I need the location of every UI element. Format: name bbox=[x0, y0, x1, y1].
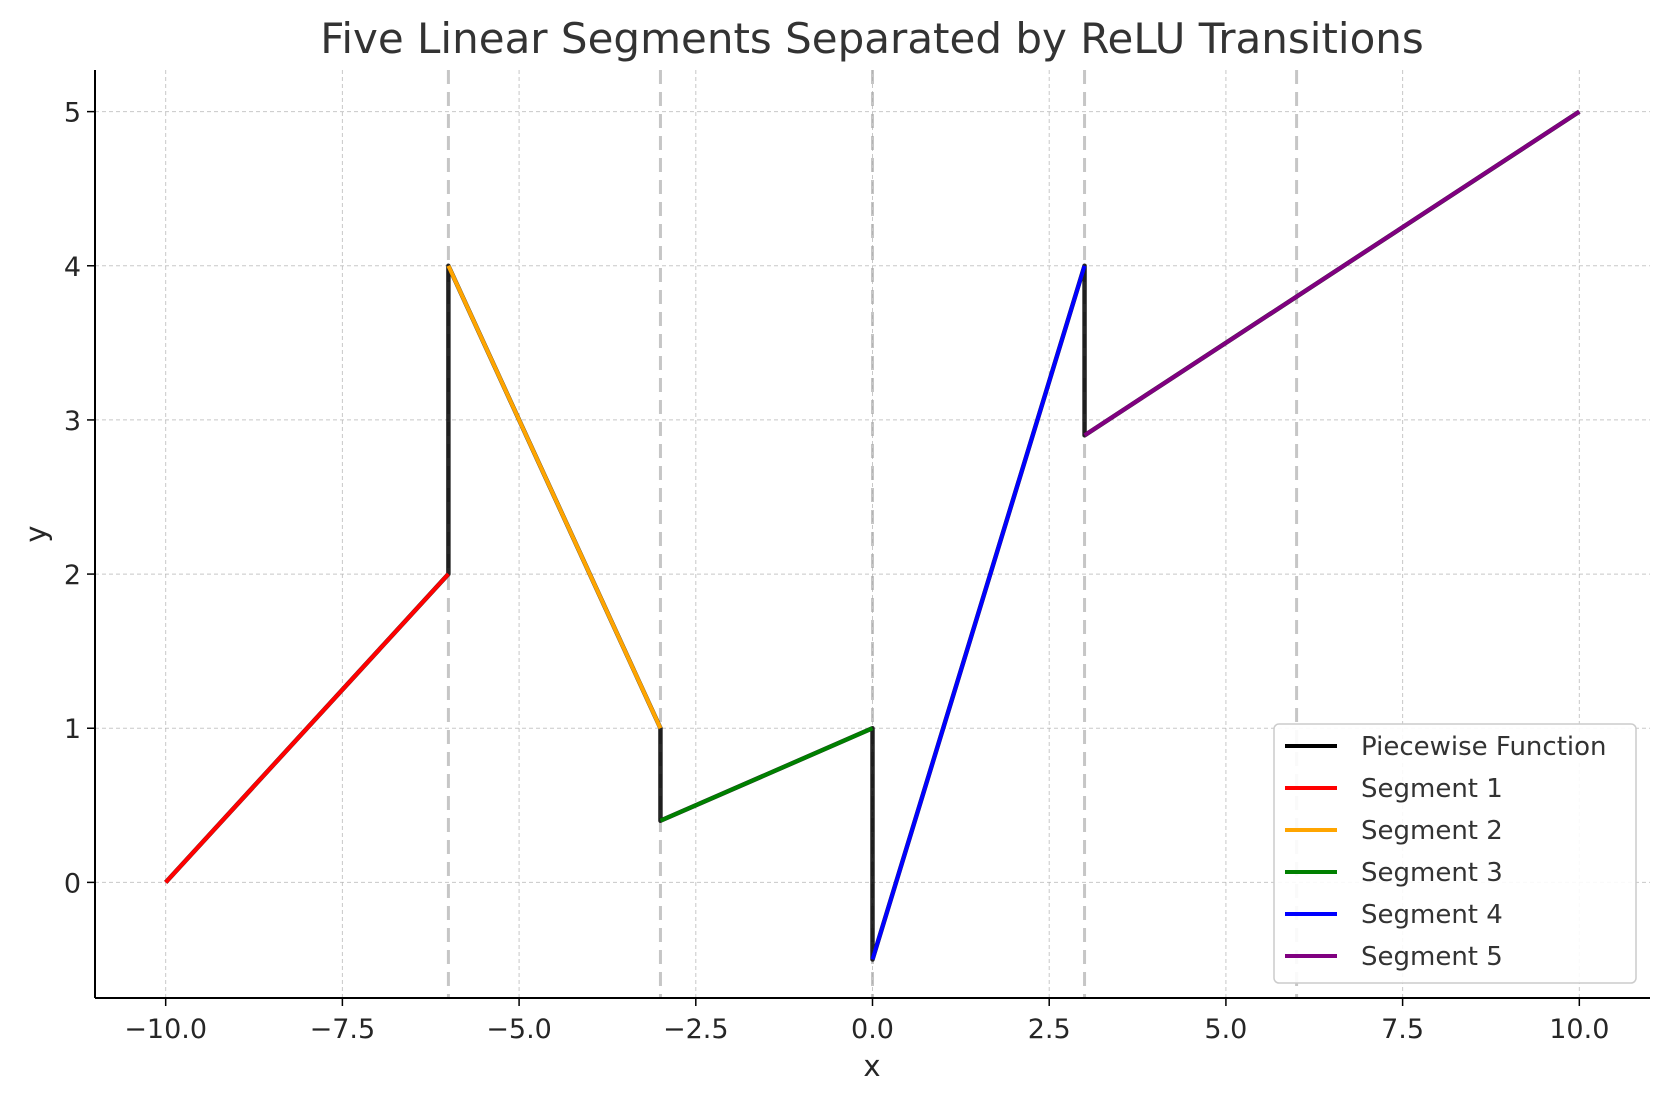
x-tick-label: −7.5 bbox=[310, 1014, 376, 1045]
x-tick-label: −2.5 bbox=[663, 1014, 729, 1045]
y-tick-label: 2 bbox=[64, 560, 81, 591]
x-tick-label: −10.0 bbox=[124, 1014, 207, 1045]
legend-label: Segment 5 bbox=[1361, 942, 1503, 972]
x-tick-label: 7.5 bbox=[1381, 1014, 1424, 1045]
legend-label: Segment 4 bbox=[1361, 900, 1503, 930]
legend-frame bbox=[1273, 723, 1637, 984]
series-line-segment-2 bbox=[446, 264, 663, 730]
legend-label: Segment 2 bbox=[1361, 816, 1503, 846]
y-tick-label: 4 bbox=[64, 252, 81, 283]
x-tick-label: 0.0 bbox=[851, 1014, 894, 1045]
x-tick-label: 10.0 bbox=[1549, 1014, 1609, 1045]
legend-label: Segment 3 bbox=[1361, 858, 1503, 888]
series-line-segment-1 bbox=[164, 572, 450, 884]
legend: Piecewise Function Segment 1 Segment 2 Segm… bbox=[1273, 723, 1637, 984]
x-tick-label: 2.5 bbox=[1028, 1014, 1071, 1045]
x-tick-label: 5.0 bbox=[1204, 1014, 1247, 1045]
legend-label: Piecewise Function bbox=[1361, 732, 1607, 762]
y-tick-label: 5 bbox=[64, 98, 81, 129]
y-tick-label: 3 bbox=[64, 406, 81, 437]
x-tick-label: −5.0 bbox=[486, 1014, 552, 1045]
y-tick-label: 1 bbox=[64, 714, 81, 745]
ticks: −10.0 −7.5 −5.0 −2.5 0.0 2.5 5.0 7.5 10.0 0 1 2 3 4 5 bbox=[64, 98, 1610, 1045]
series-line-segment-3 bbox=[659, 726, 874, 823]
y-tick-label: 0 bbox=[64, 868, 81, 899]
series-line-segment-4 bbox=[870, 265, 1087, 961]
x-axis-label: x bbox=[863, 1049, 880, 1083]
legend-label: Segment 1 bbox=[1361, 774, 1503, 804]
series-lines bbox=[164, 109, 1581, 962]
chart-title: Five Linear Segments Separated by ReLU T… bbox=[320, 14, 1424, 63]
y-axis-label: y bbox=[19, 525, 53, 542]
series-line-segment-5 bbox=[1083, 109, 1581, 438]
